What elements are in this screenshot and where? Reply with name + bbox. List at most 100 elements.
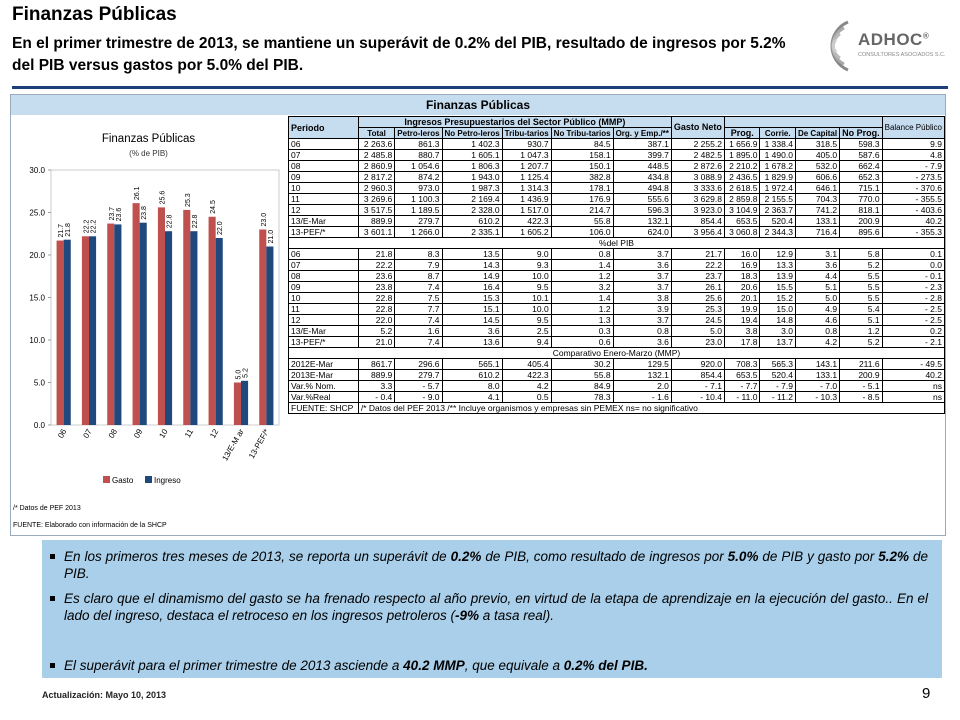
table-cell: 0.8 <box>550 248 614 260</box>
table-cell: 520.4 <box>759 369 796 381</box>
table-cell: 13.3 <box>759 259 796 271</box>
data-label: 24.5 <box>210 200 217 214</box>
table-cell: - 0.1 <box>881 270 946 282</box>
table-row: Var.%Real - 0.4- 9.0 4.1 0.5 78.3- 1.6- 10.4… <box>288 391 946 403</box>
table-row: 13/E-Mar 889.9 279.7 610.2 422.3 55.8 132.1 854… <box>288 215 946 227</box>
table-cell: 16.4 <box>441 281 503 293</box>
table-cell: 3 104.9 <box>723 204 761 216</box>
bullet-text: a tasa real). <box>478 608 555 623</box>
table-cell: 2 860.9 <box>357 160 396 172</box>
table-cell: 2 263.6 <box>357 138 396 150</box>
row-label: 13-PEF/* <box>288 226 359 238</box>
finance-table: Periodo Ingresos Presupuestarios del Sec… <box>288 116 946 414</box>
th-ingresos: Ingresos Presupuestarios del Sector Públ… <box>357 116 672 128</box>
table-row: 11 3 269.6 1 100.3 2 169.4 1 436.9 176.9 555.6… <box>288 193 946 205</box>
table-cell: 2 255.2 <box>670 138 725 150</box>
table-cell: 3.8 <box>723 325 761 337</box>
table-cell: 106.0 <box>550 226 614 238</box>
table-cell: 861.7 <box>357 358 396 370</box>
bullet-highlight: 5.0% <box>727 549 759 564</box>
table-cell: 23.7 <box>670 270 725 282</box>
table-cell: - 7.0 <box>794 380 841 392</box>
finance-panel: Finanzas Públicas Finanzas Públicas (% d… <box>10 94 946 536</box>
table-cell: 2 817.2 <box>357 171 396 183</box>
table-cell: 84.5 <box>550 138 614 150</box>
th-balance: Balance Público <box>881 116 946 139</box>
table-cell: 15.3 <box>441 292 503 304</box>
y-tick-label: 10.0 <box>29 336 45 345</box>
table-cell: 3.6 <box>612 259 672 271</box>
table-cell: - 11.2 <box>759 391 796 403</box>
table-row: 07 2 485.8 880.7 1 605.1 1 047.3 158.1 399.7 2 … <box>288 149 946 161</box>
table-cell: 624.0 <box>612 226 672 238</box>
table-cell: 1.4 <box>550 259 614 271</box>
table-cell: 12.9 <box>759 248 796 260</box>
table-cell: - 7.1 <box>670 380 725 392</box>
row-label: 09 <box>288 171 359 183</box>
table-cell: 296.6 <box>394 358 443 370</box>
table-cell: 1 402.3 <box>441 138 503 150</box>
table-cell: 1 605.1 <box>441 149 503 161</box>
legend-label: Gasto <box>112 476 134 485</box>
table-cell: 5.8 <box>839 248 883 260</box>
bullet-highlight: 40.2 MMP <box>403 658 465 673</box>
bullet-marker <box>50 554 55 559</box>
table-cell: - 5.7 <box>394 380 443 392</box>
table-cell: 1.2 <box>839 325 883 337</box>
th-tributarios: Tribu-tarios <box>501 127 552 139</box>
table-cell: 13.9 <box>759 270 796 282</box>
table-row: 09 23.8 7.4 16.4 9.5 3.2 3.7 26.1 20.6 15.5 5.1 5.5… <box>288 281 946 293</box>
table-cell: 7.5 <box>394 292 443 304</box>
table-cell: 1 266.0 <box>394 226 443 238</box>
table-cell: - 2.8 <box>881 292 946 304</box>
table-cell: 4.2 <box>794 336 841 348</box>
summary-box: En los primeros tres meses de 2013, se r… <box>42 540 942 678</box>
table-cell: 1.6 <box>394 325 443 337</box>
table-cell: 178.1 <box>550 182 614 194</box>
data-label: 5.0 <box>235 370 242 380</box>
table-cell: 4.9 <box>794 303 841 315</box>
table-cell: 9.5 <box>501 281 552 293</box>
y-tick-label: 15.0 <box>29 294 45 303</box>
table-cell: 9.0 <box>501 248 552 260</box>
table-cell: - 0.4 <box>357 391 396 403</box>
th-no-petroleros: No Petro-leros <box>441 127 503 139</box>
table-cell: 9.9 <box>881 138 946 150</box>
data-label: 22.2 <box>83 220 90 234</box>
bullet-text: de PIB, como resultado de ingresos por <box>481 549 728 564</box>
table-cell: 18.3 <box>723 270 761 282</box>
table-row: 06 2 263.6 861.3 1 402.3 930.7 84.5 387.1 2 255… <box>288 138 946 150</box>
table-row: 11 22.8 7.7 15.1 10.0 1.2 3.9 25.3 19.9 15.0 4.9 5.… <box>288 303 946 315</box>
data-label: 23.0 <box>261 213 268 227</box>
table-cell: 143.1 <box>794 358 841 370</box>
table-cell: 653.5 <box>723 369 761 381</box>
legend-swatch <box>103 476 110 483</box>
chart-area: Finanzas Públicas (% de PIB) 0.0 5.0 10.0 1… <box>11 119 286 497</box>
bar-gasto <box>107 223 115 425</box>
table-cell: 708.3 <box>723 358 761 370</box>
row-label: 2012E-Mar <box>288 358 359 370</box>
table-cell: - 2.5 <box>881 303 946 315</box>
table-cell: 1 972.4 <box>759 182 796 194</box>
table-cell: 78.3 <box>550 391 614 403</box>
bar-gasto <box>157 207 165 425</box>
table-row: 10 2 960.3 973.0 1 987.3 1 314.3 178.1 494.8 3 … <box>288 182 946 194</box>
table-cell: 30.2 <box>550 358 614 370</box>
table-cell: 2 436.5 <box>723 171 761 183</box>
table-cell: 1 987.3 <box>441 182 503 194</box>
th-gasto: Gasto Neto <box>670 116 725 139</box>
table-cell: 405.0 <box>794 149 841 161</box>
table-cell: 5.0 <box>670 325 725 337</box>
table-cell: 532.0 <box>794 160 841 172</box>
table-row: 12 22.0 7.4 14.5 9.5 1.3 3.7 24.5 19.4 14.8 4.6 5.1… <box>288 314 946 326</box>
table-cell: 133.1 <box>794 215 841 227</box>
table-cell: - 355.3 <box>881 226 946 238</box>
table-cell: 2 872.6 <box>670 160 725 172</box>
chart-subtitle: (% de PIB) <box>129 149 168 158</box>
table-cell: 3.6 <box>612 336 672 348</box>
table-cell: 2 328.0 <box>441 204 503 216</box>
table-cell: 606.6 <box>794 171 841 183</box>
table-cell: 21.8 <box>357 248 396 260</box>
table-row: 08 2 860.9 1 054.6 1 806.3 1 207.7 150.1 448.5… <box>288 160 946 172</box>
table-cell: 7.7 <box>394 303 443 315</box>
